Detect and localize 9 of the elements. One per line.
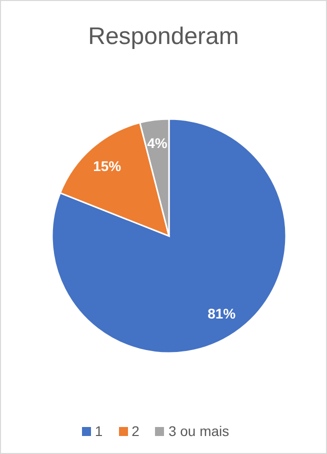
data-label: 15%: [93, 158, 122, 174]
data-label: 4%: [147, 135, 168, 152]
pie-slice: [59, 122, 170, 237]
chart-title: Responderam: [87, 23, 240, 51]
data-label: 81%: [208, 305, 236, 322]
pie-slice: [51, 118, 287, 354]
legend-label: 1: [94, 423, 103, 439]
legend-label: 3 ou mais: [168, 423, 230, 439]
legend-label: 2: [132, 423, 140, 439]
